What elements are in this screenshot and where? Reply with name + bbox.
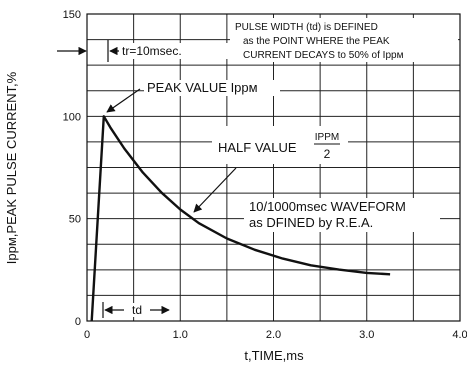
peak-label-bg (144, 80, 280, 96)
half-value-label-bg (212, 126, 348, 164)
series-layer (90, 115, 391, 322)
x-tick-label: 0 (84, 329, 90, 341)
tr-label: tr=10msec. (122, 44, 182, 58)
half-value-denominator: 2 (324, 147, 331, 161)
y-axis-label: Ippм,PEAK PULSE CURRENT,% (4, 71, 19, 264)
y-tick-label: 0 (75, 316, 81, 328)
pulse-width-note-line-3: CURRENT DECAYS to 50% of Ippм (243, 50, 404, 61)
tick-labels: 0 1.0 2.0 3.0 4.0 0 50 100 150 (63, 9, 467, 341)
peak-arrow (106, 88, 141, 113)
waveform-series-line (90, 115, 391, 322)
waveform-label-line-1: 10/1000msec WAVEFORM (249, 199, 406, 214)
td-label: td (132, 303, 142, 317)
half-value-numerator: IPPM (315, 132, 339, 143)
half-value-arrow (193, 167, 237, 213)
peak-label: PEAK VALUE Ippм (147, 80, 258, 95)
pulse-width-note-box (230, 18, 458, 62)
waveform-label-bg (244, 198, 440, 232)
x-tick-label: 1.0 (173, 329, 188, 341)
waveform-label-line-2: as DFINED by R.E.A. (249, 215, 373, 230)
y-tick-label: 100 (63, 111, 81, 123)
half-value-label: HALF VALUE (218, 140, 297, 155)
x-tick-label: 4.0 (452, 329, 467, 341)
plot-frame (86, 13, 461, 322)
y-tick-label: 150 (63, 9, 81, 21)
tr-label-bg (119, 43, 229, 59)
pulse-width-note-line-1: PULSE WIDTH (td) is DEFINED (235, 22, 378, 33)
x-tick-label: 2.0 (266, 329, 281, 341)
pulse-width-note-line-2: as the POINT WHERE the PEAK (243, 36, 390, 47)
y-tick-label: 50 (69, 214, 81, 226)
x-tick-label: 3.0 (359, 329, 374, 341)
td-label-bg (124, 303, 150, 317)
x-axis-label: t,TIME,ms (244, 348, 304, 363)
